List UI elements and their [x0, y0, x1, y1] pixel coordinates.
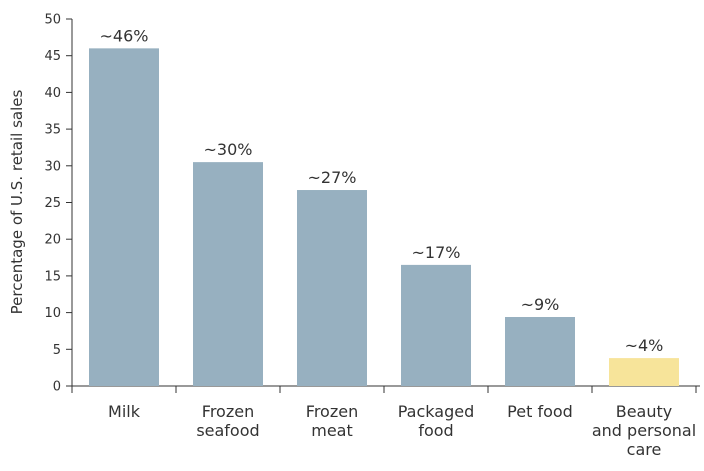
data-label: ~9%	[521, 295, 560, 314]
x-tick-label: Pet food	[507, 402, 573, 421]
bar	[609, 358, 679, 386]
x-axis	[71, 385, 700, 393]
x-tick-label: care	[627, 440, 662, 459]
x-tick-label: meat	[311, 421, 353, 440]
y-tick-label: 50	[44, 13, 61, 28]
x-tick-label: Beauty	[616, 402, 673, 421]
y-tick-label: 45	[44, 49, 61, 64]
bar	[193, 162, 263, 386]
bars	[89, 48, 679, 387]
y-tick-label: 30	[44, 159, 61, 174]
bar	[401, 264, 471, 386]
x-tick-label: Frozen	[306, 402, 358, 421]
y-tick-label: 25	[44, 196, 61, 211]
data-label: ~27%	[308, 168, 357, 187]
bar	[297, 190, 367, 386]
y-axis: 0 5 10 15 20 25 30 35 40 45 50	[44, 13, 73, 395]
x-tick-label: Milk	[108, 402, 141, 421]
bar	[89, 48, 159, 387]
category-labels: Milk FrozenseafoodFrozenmeatPackagedfoodP…	[108, 402, 696, 459]
y-axis-label: Percentage of U.S. retail sales	[8, 90, 26, 315]
x-tick-label: Frozen	[202, 402, 254, 421]
data-label: ~30%	[204, 140, 253, 159]
value-labels: ~46% ~30% ~27% ~17% ~9% ~4%	[100, 26, 664, 355]
y-tick-label: 5	[53, 343, 61, 358]
x-tick-label: food	[418, 421, 453, 440]
y-tick-label: 20	[44, 233, 61, 248]
data-label: ~17%	[412, 243, 461, 262]
x-tick-label: and personal	[592, 421, 696, 440]
data-label: ~4%	[625, 336, 664, 355]
y-tick-label: 0	[53, 380, 61, 395]
y-tick-label: 10	[44, 306, 61, 321]
y-tick-label: 35	[44, 123, 61, 138]
x-tick-label: seafood	[196, 421, 259, 440]
x-tick-label: Packaged	[398, 402, 474, 421]
bar	[505, 317, 575, 386]
y-tick-label: 15	[44, 269, 61, 284]
data-label: ~46%	[100, 26, 149, 45]
y-tick-label: 40	[44, 86, 61, 101]
